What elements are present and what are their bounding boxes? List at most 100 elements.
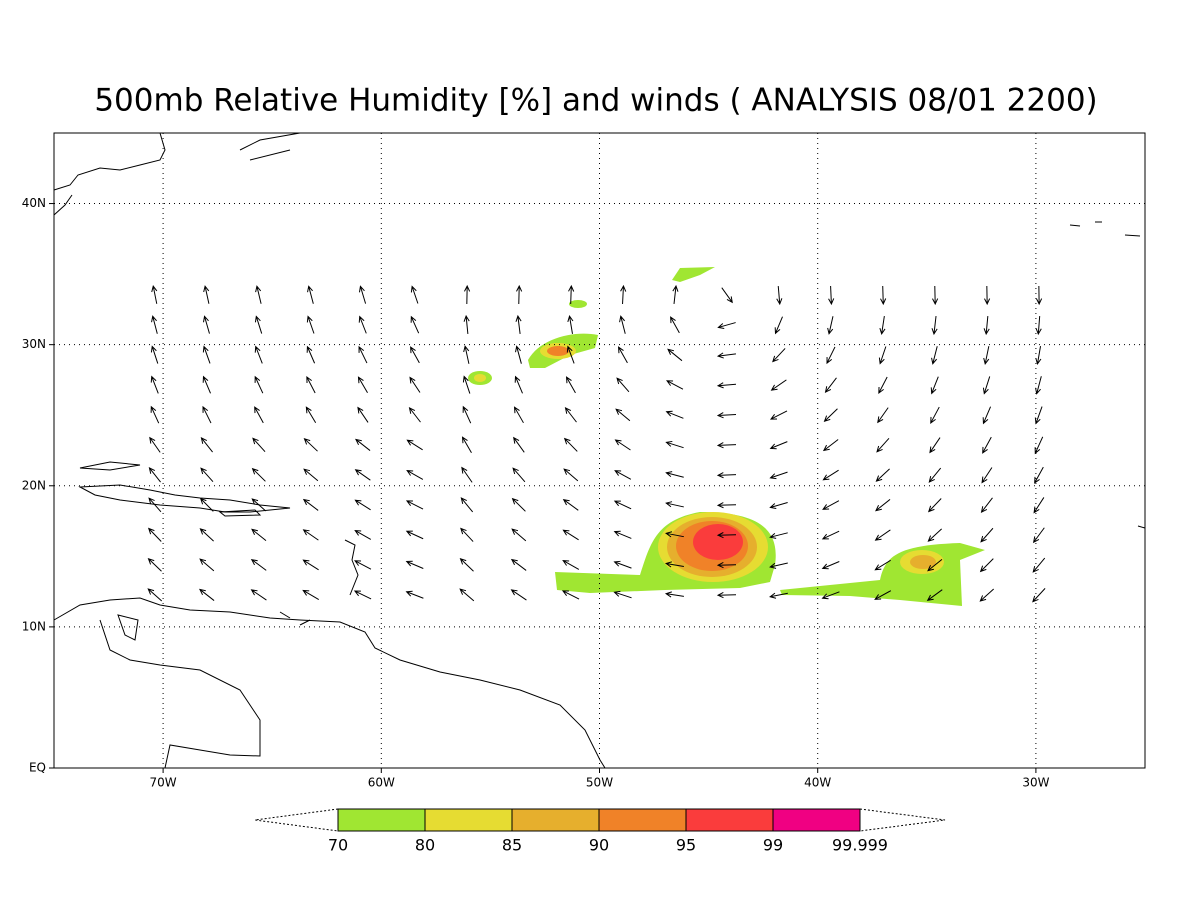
wind-arrow (151, 285, 158, 304)
wind-arrow (203, 285, 210, 304)
wind-arrow (409, 376, 421, 393)
wind-arrow (406, 470, 424, 480)
wind-arrow (564, 406, 577, 423)
wind-arrow (716, 352, 736, 359)
wind-arrow (358, 285, 367, 304)
wind-arrow (510, 558, 527, 571)
wind-arrow (150, 345, 159, 364)
wind-arrow (459, 557, 474, 572)
wind-arrow (251, 528, 267, 542)
wind-vectors (147, 284, 1046, 603)
wind-arrow (354, 560, 372, 570)
wind-arrow (511, 528, 527, 542)
wind-arrow (303, 468, 319, 482)
wind-arrow (462, 405, 472, 424)
wind-arrow (770, 379, 787, 391)
colorbar-label: 70 (328, 836, 348, 855)
wind-arrow (880, 285, 887, 306)
wind-arrow (355, 438, 371, 451)
wind-arrow (665, 501, 684, 508)
wind-arrow (203, 315, 210, 334)
wind-arrow (562, 499, 579, 511)
wind-arrow (514, 375, 523, 394)
wind-arrow (305, 406, 317, 423)
wind-arrow (357, 376, 368, 394)
wind-arrow (151, 315, 158, 334)
wind-arrow (566, 345, 575, 364)
wind-arrow (878, 346, 887, 365)
coastlines (53, 132, 1146, 769)
wind-arrow (1034, 406, 1043, 425)
lat-tick-label: 40N (22, 196, 46, 210)
wind-arrow (983, 346, 990, 365)
wind-arrow (515, 345, 522, 364)
wind-arrow (306, 315, 315, 334)
colorbar-label: 85 (502, 836, 522, 855)
wind-arrow (459, 588, 475, 602)
wind-arrow (1036, 285, 1043, 306)
wind-arrow (463, 345, 470, 364)
lon-tick-label: 60W (368, 776, 395, 790)
wind-arrow (515, 314, 522, 334)
wind-arrow (667, 348, 683, 362)
wind-arrow (202, 345, 211, 364)
humidity-shading (468, 267, 985, 606)
wind-arrow (303, 438, 318, 452)
wind-arrow (251, 467, 266, 482)
wind-arrow (306, 375, 316, 394)
wind-arrow (982, 376, 991, 395)
wind-arrow (147, 527, 162, 542)
wind-arrow (665, 531, 684, 538)
wind-arrow (930, 406, 940, 424)
wind-arrow (462, 375, 471, 394)
wind-arrow (769, 471, 788, 480)
wind-arrow (562, 560, 580, 570)
wind-arrow (672, 284, 679, 305)
wind-arrow (202, 405, 212, 424)
wind-arrow (406, 439, 423, 451)
wind-arrow (769, 532, 788, 539)
wind-arrow (614, 439, 631, 451)
wind-arrow (982, 436, 992, 454)
wind-arrow (254, 315, 263, 334)
wind-arrow (821, 530, 840, 540)
wind-arrow (670, 316, 680, 334)
wind-arrow (199, 528, 214, 542)
wind-arrow (927, 558, 943, 572)
wind-arrow (354, 469, 371, 481)
wind-arrow (716, 562, 737, 569)
wind-arrow (980, 497, 993, 514)
lon-tick-label: 50W (586, 776, 613, 790)
wind-arrow (929, 437, 941, 454)
wind-arrow (617, 346, 628, 364)
wind-arrow (716, 412, 737, 419)
wind-arrow (307, 285, 314, 304)
wind-arrow (716, 382, 737, 389)
plot-frame (53, 132, 1146, 769)
wind-arrow (926, 589, 943, 601)
wind-arrow (927, 528, 942, 542)
wind-arrow (928, 467, 942, 483)
wind-arrow (200, 467, 214, 483)
wind-arrow (827, 316, 834, 335)
wind-arrow (769, 592, 788, 599)
wind-arrow (254, 345, 263, 364)
wind-arrow (354, 529, 372, 540)
wind-arrow (354, 499, 371, 511)
wind-arrow (1032, 527, 1045, 544)
wind-arrow (565, 376, 576, 394)
colorbar-segment (598, 808, 687, 832)
wind-arrow (1034, 466, 1044, 484)
wind-arrow (613, 500, 632, 510)
colorbar-segment (511, 808, 600, 832)
wind-arrow (716, 472, 737, 479)
wind-arrow (1035, 315, 1042, 336)
wind-arrow (461, 436, 472, 454)
wind-arrow (148, 497, 162, 513)
wind-arrow (563, 468, 579, 482)
wind-arrow (826, 346, 836, 365)
wind-arrow (927, 498, 942, 513)
wind-arrow (874, 590, 892, 600)
wind-arrow (353, 590, 372, 600)
wind-arrow (716, 502, 737, 509)
